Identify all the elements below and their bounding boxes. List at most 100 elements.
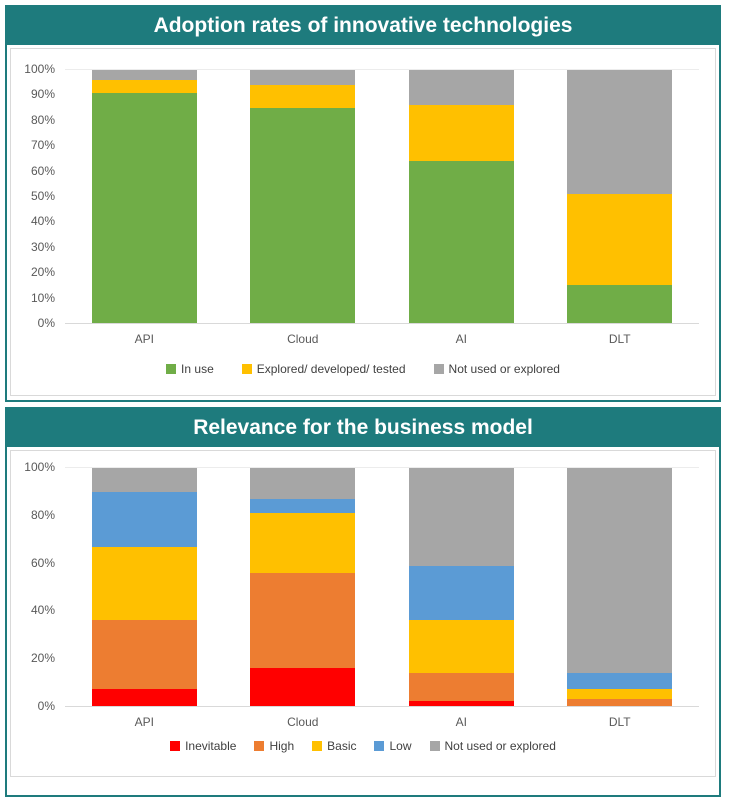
y-axis-tick-label: 60% [30,163,55,178]
legend-swatch [433,364,444,374]
y-axis-tick-label: 30% [30,239,55,254]
plot-wrap: API Cloud AI DLT [65,467,699,729]
stacked-bar-ai [408,70,514,323]
y-axis-tick-label: 50% [30,189,55,203]
bar-slot-cloud [224,468,383,706]
legend-item: Not used or explored [433,362,560,376]
bar-segment [567,193,673,286]
plot-area [65,467,699,707]
stacked-bar-dlt [567,468,673,706]
legend-swatch [241,364,252,374]
legend-swatch [374,741,385,751]
legend-item: Explored/ developed/ tested [241,362,406,376]
legend-item: High [254,739,294,753]
y-axis: 0% 10% 20% 30% 40% 50% 60% 70% 80% 90% 100% [11,62,65,330]
bar-slot-api [65,70,224,323]
stacked-bar-cloud [250,70,356,323]
bar-segment [567,285,673,323]
bar-segment [408,105,514,162]
legend-item: Basic [312,739,356,753]
y-axis-tick-label: 20% [30,265,55,280]
category-label: AI [455,332,467,346]
y-axis-tick-label: 100% [24,460,55,474]
y-axis-tick-label: 40% [30,214,55,229]
plot-wrap: API Cloud AI DLT [65,69,699,346]
bar-segment [91,620,197,690]
bar-segment [567,698,673,706]
x-axis-category-row: API Cloud AI DLT [65,324,699,346]
category-label: API [134,715,154,729]
bar-segment [567,672,673,690]
legend-swatch [429,741,440,751]
business-relevance-body: 0% 20% 40% 60% 80% 100% API Cloud AI DLT Inevita… [7,447,719,780]
bar-slot-dlt [541,468,700,706]
bar-segment [567,468,673,673]
legend-item: Not used or explored [429,739,556,753]
bar-segment [408,672,514,702]
bar-segment [250,70,356,86]
bar-segment [91,546,197,621]
bar-segment [91,80,197,93]
legend-label: In use [181,362,214,376]
bar-segment [408,70,514,106]
plot-area [65,69,699,324]
stacked-bar-api [91,70,197,323]
y-axis-tick-label: 100% [24,62,55,76]
chart-legend: In use Explored/ developed/ tested Not use… [11,362,715,376]
legend-label: Low [389,739,412,753]
bar-segment [408,161,514,323]
legend-item: Inevitable [170,739,236,753]
category-label: Cloud [287,715,319,729]
bar-slot-ai [382,70,541,323]
legend-label: Inevitable [185,739,237,753]
legend-item: Low [374,739,412,753]
y-axis-tick-label: 40% [30,603,55,618]
bar-segment [250,468,356,499]
category-label: DLT [608,715,631,729]
chart-legend: Inevitable High Basic Low Not used or explor… [11,739,715,753]
legend-label: Not used or explored [444,739,556,753]
legend-label: Basic [327,739,357,753]
bar-segment [408,565,514,621]
chart-main-area: 0% 20% 40% 60% 80% 100% API Cloud AI DLT [11,460,715,729]
stacked-bar-ai [408,468,514,706]
bar-segment [91,70,197,81]
y-axis-tick-label: 60% [30,555,55,570]
stacked-bar-cloud [250,468,356,706]
adoption-rates-panel: Adoption rates of innovative technologie… [5,5,721,402]
y-axis-tick-label: 0% [37,316,55,330]
bar-segment [250,572,356,668]
bar-segment [250,85,356,108]
bar-segment [91,92,197,323]
adoption-rates-body: 0% 10% 20% 30% 40% 50% 60% 70% 80% 90% 100% API Clo… [7,45,719,399]
x-axis-category-row: API Cloud AI DLT [65,707,699,729]
bar-segment [91,468,197,492]
bar-segment [250,513,356,573]
bar-segment [250,107,356,323]
legend-label: Not used or explored [448,362,560,376]
y-axis: 0% 20% 40% 60% 80% 100% [11,460,65,713]
y-axis-tick-label: 70% [30,138,55,153]
bar-slot-ai [382,468,541,706]
y-axis-tick-label: 80% [30,112,55,127]
bar-slot-cloud [224,70,383,323]
stacked-bar-dlt [567,70,673,323]
bar-segment [567,70,673,194]
bar-segment [91,491,197,547]
legend-swatch [170,741,181,751]
legend-label: High [269,739,295,753]
business-relevance-panel: Relevance for the business model 0% 20% 40… [5,407,721,797]
legend-label: Explored/ developed/ tested [256,362,406,376]
business-relevance-chart: 0% 20% 40% 60% 80% 100% API Cloud AI DLT Inevita… [10,450,716,777]
category-label: API [134,332,154,346]
bar-slot-api [65,468,224,706]
category-label: DLT [608,332,631,346]
y-axis-tick-label: 10% [30,290,55,305]
business-relevance-title: Relevance for the business model [7,409,719,447]
category-label: Cloud [287,332,319,346]
bar-segment [91,689,197,706]
bar-segment [408,620,514,673]
chart-main-area: 0% 10% 20% 30% 40% 50% 60% 70% 80% 90% 100% API Clo… [11,62,715,346]
bar-segment [250,498,356,514]
bar-segment [567,689,673,699]
